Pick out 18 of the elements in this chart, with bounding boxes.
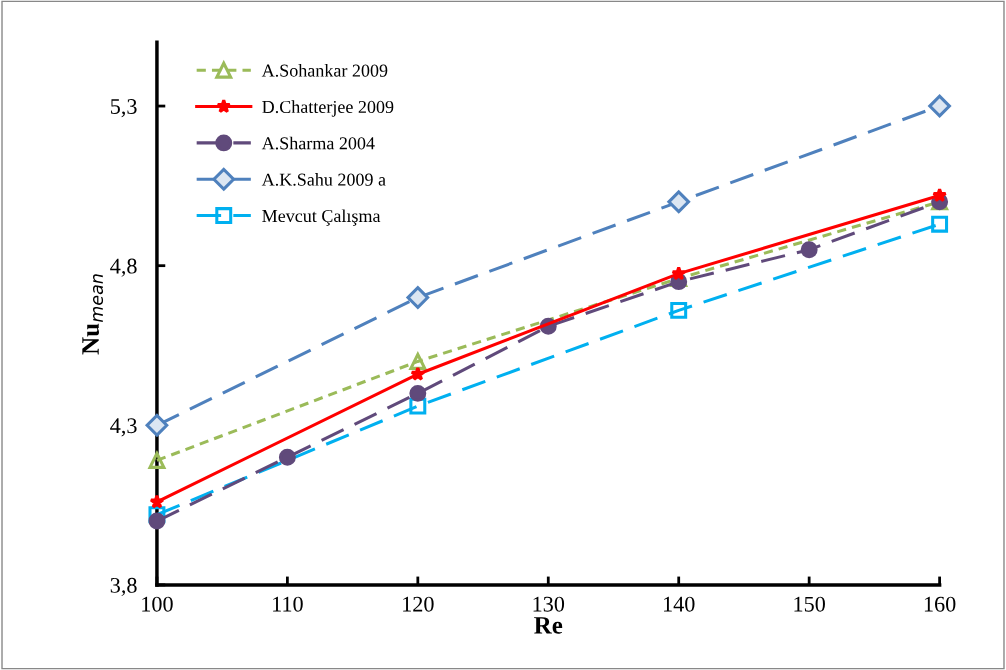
- legend-label: A.Sohankar 2009: [261, 64, 388, 77]
- x-axis-title: Re: [534, 617, 563, 634]
- y-tick-label: 4,3: [110, 418, 137, 437]
- x-tick-label: 130: [533, 596, 565, 612]
- y-tick-label: 3,8: [110, 577, 137, 597]
- legend-label: D.Chatterjee 2009: [262, 100, 394, 117]
- legend-label: A.K.Sahu 2009 a: [261, 173, 386, 186]
- x-tick-label: 120: [403, 596, 434, 612]
- legend-label: A.Sharma 2004: [261, 136, 375, 150]
- x-tick-label: 150: [794, 596, 825, 612]
- x-tick-label: 110: [273, 596, 303, 612]
- x-tick-label: 100: [142, 596, 173, 612]
- y-tick-label: 4,8: [110, 258, 137, 277]
- x-tick-label: 160: [924, 596, 956, 612]
- y-tick-label: 5,3: [111, 99, 137, 118]
- x-tick-label: 140: [664, 596, 695, 612]
- y-axis-title: Nu$_{mean}$: [82, 274, 104, 355]
- legend-label: Mevcut Çalışma: [262, 209, 381, 226]
